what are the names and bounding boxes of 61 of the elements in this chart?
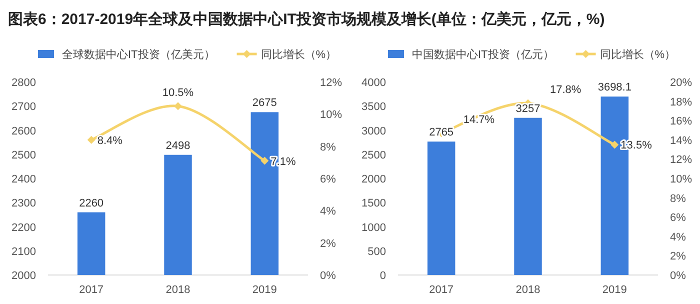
point <box>174 102 182 110</box>
y-tick-label: 2100 <box>12 246 36 258</box>
y2-tick-label: 0% <box>320 270 336 282</box>
y2-tick-label: 14% <box>670 134 692 147</box>
y-tick-label: 2800 <box>12 77 36 89</box>
y2-tick-label: 0% <box>670 270 686 282</box>
y-tick-label: 500 <box>368 246 386 258</box>
point <box>87 136 96 144</box>
y2-tick-label: 4% <box>670 231 686 244</box>
y2-tick-label: 10% <box>670 174 692 186</box>
y2-tick-label: 8% <box>320 141 336 154</box>
y-tick-label: 2600 <box>12 125 36 138</box>
y-tick-label: 2700 <box>12 101 36 114</box>
y-tick-label: 2000 <box>362 174 386 186</box>
bar <box>427 142 456 275</box>
legend-label: 同比增长（%） <box>260 48 337 61</box>
y-tick-label: 2500 <box>362 149 386 162</box>
x-tick-label: 2017 <box>429 284 454 296</box>
legend-label: 中国数据中心IT投资（亿元） <box>412 48 554 61</box>
data-label: 10.5% <box>162 87 194 100</box>
y-tick-label: 2400 <box>12 174 36 186</box>
y-tick-label: 2300 <box>12 198 36 210</box>
y-tick-label: 3500 <box>362 101 386 114</box>
data-label: 3698.1 <box>598 82 632 94</box>
y2-tick-label: 12% <box>320 77 342 89</box>
x-tick-label: 2019 <box>252 284 277 296</box>
bar <box>514 118 542 275</box>
y-tick-label: 2500 <box>12 149 36 162</box>
y-tick-label: 2200 <box>12 222 36 234</box>
y2-tick-label: 6% <box>320 174 336 186</box>
x-tick-label: 2019 <box>602 284 627 296</box>
x-tick-label: 2018 <box>516 284 540 296</box>
point <box>260 156 269 165</box>
y2-tick-label: 18% <box>670 96 692 108</box>
y-tick-label: 1000 <box>362 222 386 234</box>
data-label: 8.4% <box>97 134 123 147</box>
y-tick-label: 3000 <box>362 125 386 138</box>
y2-tick-label: 16% <box>670 116 692 128</box>
x-tick-label: 2018 <box>166 284 190 296</box>
chart-title: 图表6：2017-2019年全球及中国数据中心IT投资市场规模及增长(单位：亿美元，亿元，%) <box>8 10 605 28</box>
y2-tick-label: 10% <box>320 109 342 122</box>
data-label: 2498 <box>166 140 190 152</box>
y-tick-label: 1500 <box>362 198 386 210</box>
y2-tick-label: 8% <box>670 192 686 205</box>
data-label: 2675 <box>252 97 277 110</box>
y-tick-label: 0 <box>380 270 386 282</box>
x-tick-label: 2017 <box>79 284 104 296</box>
data-label: 17.8% <box>550 84 582 96</box>
legend-label: 全球数据中心IT投资（亿美元） <box>62 48 215 61</box>
y2-tick-label: 2% <box>670 250 686 263</box>
y2-tick-label: 12% <box>670 154 692 166</box>
y2-tick-label: 2% <box>320 238 336 250</box>
legend-label: 同比增长（%） <box>600 48 676 61</box>
y2-tick-label: 4% <box>320 206 336 218</box>
point <box>610 140 619 149</box>
y-tick-label: 4000 <box>362 77 386 89</box>
y2-tick-label: 20% <box>670 77 692 89</box>
y2-tick-label: 6% <box>670 212 686 224</box>
data-label: 2260 <box>79 197 104 210</box>
data-label: 3257 <box>516 102 540 115</box>
y-tick-label: 2000 <box>12 270 36 282</box>
